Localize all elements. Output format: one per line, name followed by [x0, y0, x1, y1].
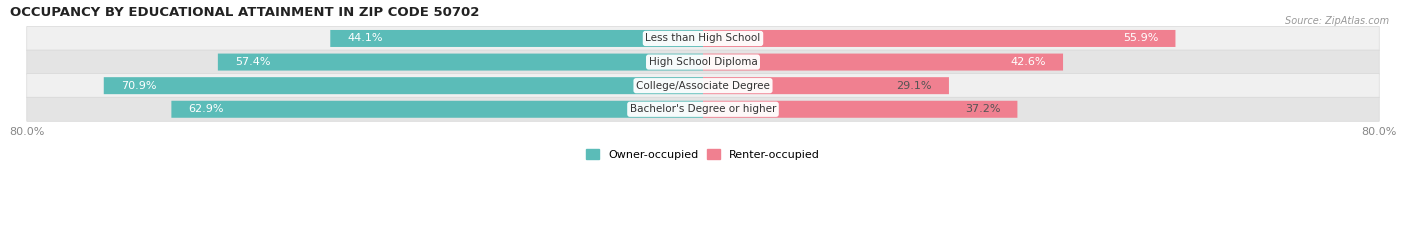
Text: Source: ZipAtlas.com: Source: ZipAtlas.com [1285, 16, 1389, 26]
FancyBboxPatch shape [330, 30, 703, 47]
FancyBboxPatch shape [703, 30, 1175, 47]
FancyBboxPatch shape [703, 54, 1063, 71]
Text: 70.9%: 70.9% [121, 81, 156, 91]
Text: 37.2%: 37.2% [965, 104, 1001, 114]
FancyBboxPatch shape [703, 77, 949, 94]
FancyBboxPatch shape [27, 26, 1379, 51]
Text: 44.1%: 44.1% [347, 34, 382, 44]
Text: OCCUPANCY BY EDUCATIONAL ATTAINMENT IN ZIP CODE 50702: OCCUPANCY BY EDUCATIONAL ATTAINMENT IN Z… [10, 6, 479, 19]
FancyBboxPatch shape [27, 50, 1379, 74]
FancyBboxPatch shape [27, 97, 1379, 121]
Legend: Owner-occupied, Renter-occupied: Owner-occupied, Renter-occupied [581, 145, 825, 164]
Text: 57.4%: 57.4% [235, 57, 270, 67]
Text: High School Diploma: High School Diploma [648, 57, 758, 67]
FancyBboxPatch shape [27, 74, 1379, 98]
Text: Bachelor's Degree or higher: Bachelor's Degree or higher [630, 104, 776, 114]
Text: 29.1%: 29.1% [897, 81, 932, 91]
Text: 42.6%: 42.6% [1011, 57, 1046, 67]
Text: College/Associate Degree: College/Associate Degree [636, 81, 770, 91]
FancyBboxPatch shape [172, 101, 703, 118]
FancyBboxPatch shape [703, 101, 1018, 118]
FancyBboxPatch shape [218, 54, 703, 71]
FancyBboxPatch shape [104, 77, 703, 94]
Text: 62.9%: 62.9% [188, 104, 224, 114]
Text: Less than High School: Less than High School [645, 34, 761, 44]
Text: 55.9%: 55.9% [1123, 34, 1159, 44]
